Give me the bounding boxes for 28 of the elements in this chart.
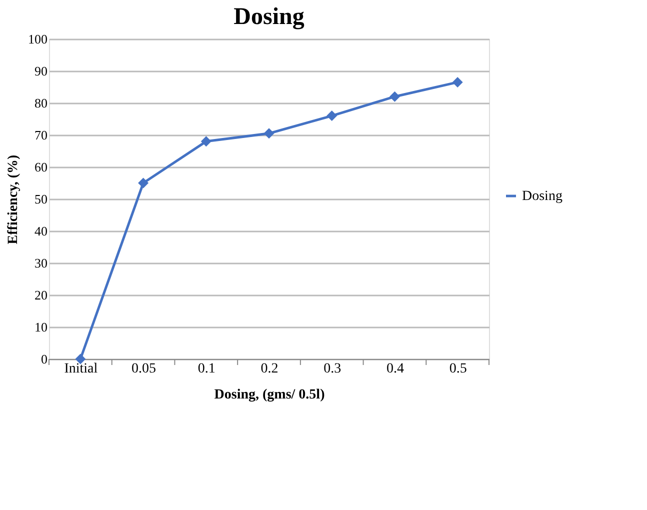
legend-label: Dosing (522, 189, 562, 204)
y-tick-label: 20 (34, 288, 48, 302)
chart-title: Dosing (234, 4, 304, 30)
x-tick-label: 0.05 (132, 362, 156, 376)
point (326, 110, 338, 122)
x-tick-label: 0.1 (198, 362, 216, 376)
point (452, 76, 463, 88)
y-tick-label: 40 (34, 224, 48, 238)
x-tick-label: 0.2 (260, 362, 278, 376)
point (138, 178, 149, 188)
y-tick-label: 60 (34, 160, 48, 174)
y-axis-title: Efficiency, (%) (6, 154, 21, 244)
y-tick-label: 70 (34, 128, 48, 142)
y-tick-label: 80 (34, 96, 48, 110)
y-tick-label: 100 (28, 32, 48, 46)
y-tick-label: 90 (34, 64, 48, 78)
y-tick-label: 50 (34, 192, 48, 206)
point (389, 91, 400, 102)
x-tick-label: Initial (64, 362, 98, 376)
x-tick-label: 0.4 (386, 362, 404, 376)
x-tick-label: 0.3 (324, 362, 342, 376)
x-tick-label: 0.5 (449, 362, 467, 376)
x-axis-title: Dosing, (gms/ 0.5l) (214, 388, 326, 402)
y-tick-label: 30 (34, 256, 48, 270)
y-tick-label: 10 (34, 320, 48, 334)
point (200, 136, 212, 147)
y-tick-label: 0 (41, 352, 48, 366)
point (264, 128, 274, 139)
